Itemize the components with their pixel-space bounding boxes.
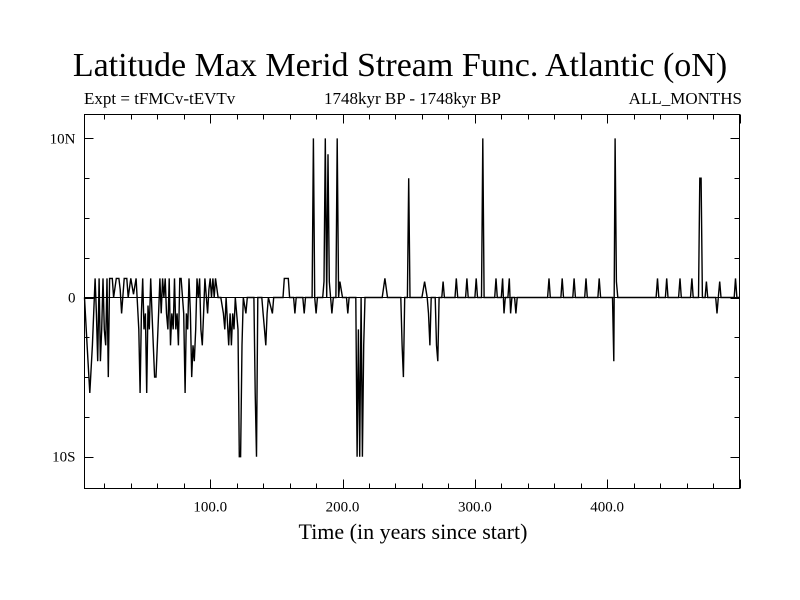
series-line [83, 138, 740, 458]
x-tick-label: 300.0 [458, 500, 492, 516]
y-tick-label: 10N [50, 131, 76, 147]
date-range-label: 1748kyr BP - 1748kyr BP [324, 89, 501, 108]
x-tick-label: 200.0 [326, 500, 360, 516]
chart-title: Latitude Max Merid Stream Func. Atlantic… [72, 47, 728, 84]
x-axis-title: Time (in years since start) [299, 519, 528, 544]
plot-frame [84, 114, 740, 489]
x-tick-label: 400.0 [590, 500, 624, 516]
y-tick-label: 0 [68, 291, 76, 307]
months-label: ALL_MONTHS [628, 89, 742, 108]
y-tick-label: 10S [52, 450, 75, 466]
experiment-label: Expt = tFMCv-tEVTv [84, 89, 236, 108]
x-tick-label: 100.0 [193, 500, 227, 516]
